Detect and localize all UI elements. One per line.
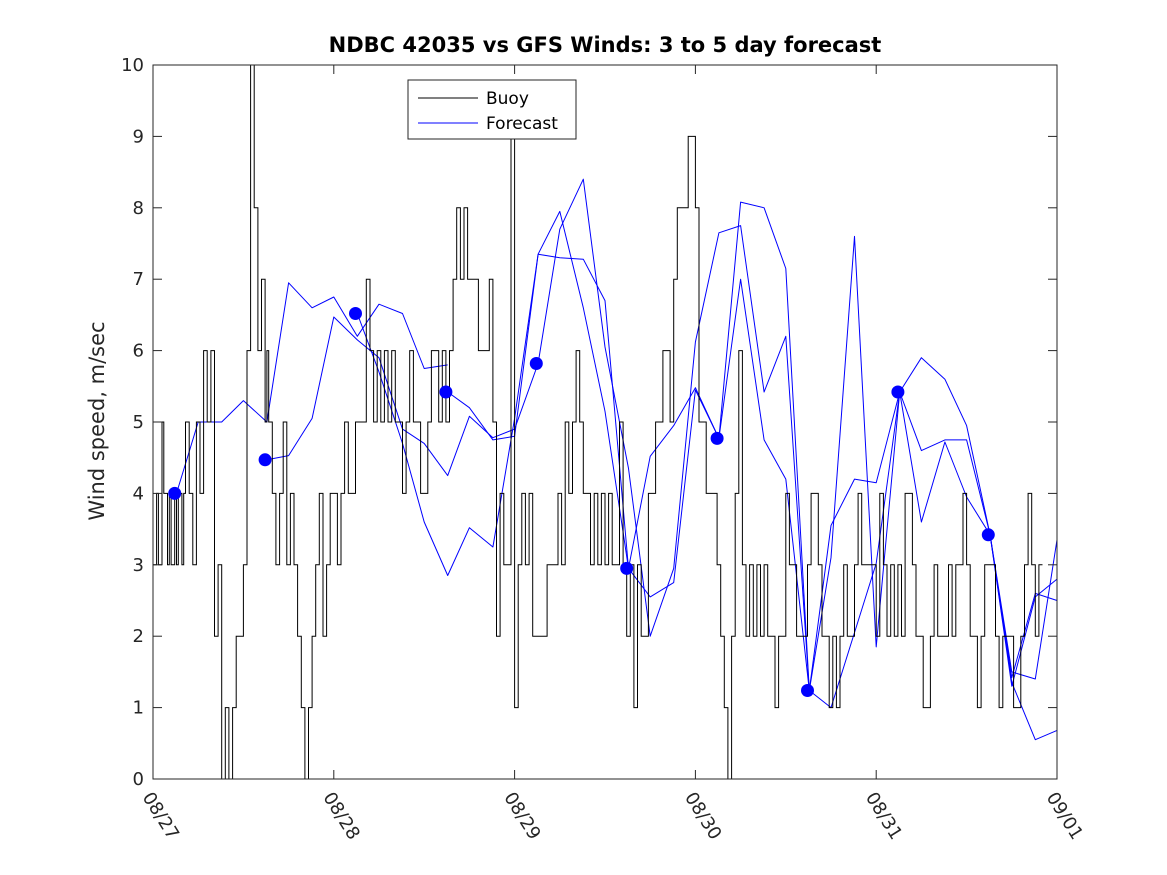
forecast-marker-6 (620, 561, 634, 575)
legend: Buoy Forecast (407, 79, 577, 140)
y-tick-labels: 0 1 2 3 4 5 6 7 8 9 10 (121, 55, 144, 790)
forecast-line-5 (537, 178, 810, 691)
y-tick-label-10: 10 (121, 55, 144, 76)
forecast-line-1 (176, 282, 448, 494)
y-tick-label-4: 4 (133, 483, 144, 504)
y-tick-label-7: 7 (133, 269, 144, 290)
forecast-marker-10 (981, 528, 995, 542)
forecast-marker-9 (891, 385, 905, 399)
forecast-line-10 (989, 534, 1058, 687)
y-axis-title: Wind speed, m/sec (85, 321, 109, 520)
y-tick-label-9: 9 (133, 126, 144, 147)
forecast-line-9 (899, 391, 1058, 679)
buoy-line (153, 64, 1043, 780)
plot-background (153, 65, 1057, 779)
forecast-marker-4 (439, 385, 453, 399)
axis-ticks (152, 64, 1058, 780)
chart-title: NDBC 42035 vs GFS Winds: 3 to 5 day fore… (329, 33, 882, 57)
y-tick-label-5: 5 (133, 412, 144, 433)
forecast-marker-3 (349, 307, 362, 320)
plot-area (152, 64, 1058, 780)
y-tick-label-8: 8 (133, 198, 144, 219)
y-tick-label-6: 6 (133, 341, 144, 362)
buoy-line-group (153, 64, 1043, 780)
forecast-marker-5 (529, 357, 543, 370)
forecast-line-8 (808, 235, 1058, 741)
legend-box (407, 79, 577, 140)
y-tick-label-2: 2 (133, 626, 144, 647)
legend-forecast-label: Forecast (486, 114, 558, 134)
forecast-marker-2 (258, 453, 272, 467)
legend-buoy-label: Buoy (486, 89, 529, 109)
y-tick-label-0: 0 (133, 769, 144, 790)
forecast-line-6 (628, 278, 901, 691)
forecast-line-4 (447, 253, 720, 569)
y-tick-label-1: 1 (133, 698, 144, 719)
y-tick-label-3: 3 (133, 555, 144, 576)
forecast-markers (168, 307, 995, 697)
forecast-line-11 (989, 534, 1058, 680)
forecast-marker-8 (801, 684, 814, 697)
forecast-marker-1 (168, 486, 182, 500)
forecast-marker-7 (710, 431, 724, 445)
